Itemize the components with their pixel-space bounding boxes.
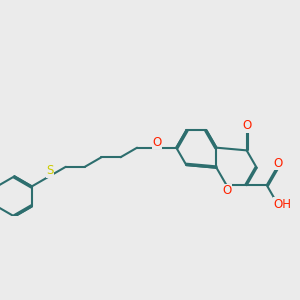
- Text: O: O: [242, 119, 251, 132]
- Text: O: O: [152, 136, 161, 148]
- Text: OH: OH: [273, 198, 291, 211]
- Text: S: S: [46, 164, 54, 177]
- Text: O: O: [223, 184, 232, 197]
- Text: O: O: [274, 157, 283, 169]
